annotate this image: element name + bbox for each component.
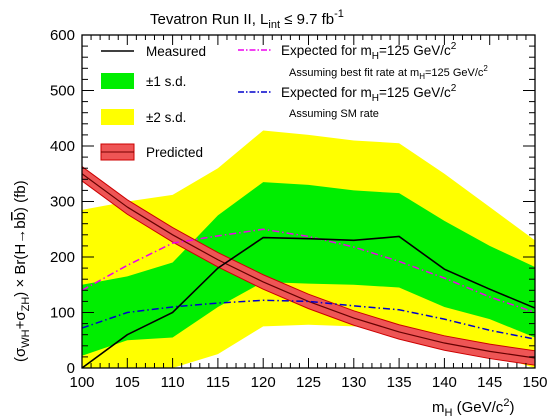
xlabel-sub: H — [445, 407, 453, 419]
ylabel-bbar: b — [12, 212, 29, 220]
x-tick-label: 120 — [251, 374, 276, 391]
legend-exp-sm-label: Expected for mH=125 GeV/c2 — [281, 83, 457, 104]
ylabel-open: (σ — [12, 347, 29, 362]
y-tick-label: 200 — [50, 249, 75, 266]
x-tick-label: 115 — [206, 374, 230, 391]
exp1-note-tail: =125 GeV/c — [425, 67, 484, 79]
exp2-main: Expected for m — [281, 85, 372, 100]
y-tick-label: 400 — [50, 138, 75, 155]
title-main: Tevatron Run II, L — [150, 11, 268, 28]
exp2-sub: H — [372, 93, 379, 104]
exp1-main: Expected for m — [281, 43, 372, 58]
exp1-sup: 2 — [451, 41, 457, 52]
predicted-line — [81, 173, 536, 359]
legend-exp-bestfit-note: Assuming best fit rate at mH=125 GeV/c2 — [289, 64, 488, 81]
legend-exp-sm-note: Assuming SM rate — [289, 108, 379, 120]
ylabel-plus: +σ — [12, 311, 29, 330]
chart-title: Tevatron Run II, Lint ≤ 9.7 fb-1 — [150, 8, 344, 31]
y-tick-label: 0 — [67, 360, 75, 377]
ylabel-sub1: WH — [20, 329, 32, 347]
x-tick-label: 140 — [432, 374, 457, 391]
y-axis-label: (σWH+σZH) × Br(H→bb) (fb) — [12, 180, 32, 362]
legend-2sd-swatch — [101, 109, 134, 125]
exp1-note-sup: 2 — [483, 64, 488, 73]
exp1-note-sub: H — [419, 72, 425, 81]
legend-predicted-label: Predicted — [146, 145, 203, 160]
ylabel-sub2: ZH — [20, 297, 32, 312]
lines-layer — [81, 228, 536, 369]
legend-2sd-label: ±2 s.d. — [146, 110, 186, 125]
y-tick-label: 100 — [50, 305, 75, 322]
y-tick-label: 500 — [50, 83, 75, 100]
xlabel-sup: 2 — [503, 397, 509, 409]
title-tail: ≤ 9.7 fb — [280, 11, 334, 28]
x-tick-label: 135 — [387, 374, 412, 391]
y-tick-label: 300 — [50, 194, 75, 211]
exp2-tail: =125 GeV/c — [379, 85, 451, 100]
x-axis-label: mH (GeV/c2) — [432, 397, 514, 419]
expected-bestfit-line — [81, 228, 536, 314]
exp1-tail: =125 GeV/c — [379, 43, 451, 58]
title-sup: -1 — [334, 8, 344, 20]
ylabel-end: ) (fb) — [12, 180, 29, 212]
band-1sd — [82, 182, 535, 356]
exp1-sub: H — [372, 51, 379, 62]
exp2-sup: 2 — [451, 83, 457, 94]
xlabel-end: ) — [509, 399, 514, 416]
y-tick-label: 600 — [50, 27, 75, 44]
x-tick-label: 105 — [115, 374, 140, 391]
xlabel-main: m — [432, 399, 445, 416]
x-tick-label: 125 — [296, 374, 321, 391]
x-tick-label: 145 — [477, 374, 502, 391]
bands-layer — [82, 130, 535, 368]
legend-measured-label: Measured — [146, 44, 206, 59]
x-tick-label: 130 — [341, 374, 366, 391]
ylabel-tail: ) × Br(H→b — [12, 220, 29, 296]
legend: Measured ±1 s.d. ±2 s.d. Predicted Expec… — [100, 41, 488, 161]
x-tick-label: 100 — [69, 374, 94, 391]
xlabel-tail: (GeV/c — [452, 399, 503, 416]
x-tick-label: 110 — [161, 374, 185, 391]
measured-line — [81, 235, 536, 369]
title-sub: int — [268, 19, 280, 31]
ticks-layer: 100 105 110 115 120 125 130 135 140 145 1500100200… — [50, 27, 548, 391]
x-tick-label: 150 — [522, 374, 547, 391]
legend-1sd-swatch — [101, 73, 134, 89]
expected-sm-line — [81, 299, 536, 340]
exp1-note-main: Assuming best fit rate at m — [289, 67, 419, 79]
legend-1sd-label: ±1 s.d. — [146, 74, 186, 89]
legend-exp-bestfit-label: Expected for mH=125 GeV/c2 — [281, 41, 457, 62]
